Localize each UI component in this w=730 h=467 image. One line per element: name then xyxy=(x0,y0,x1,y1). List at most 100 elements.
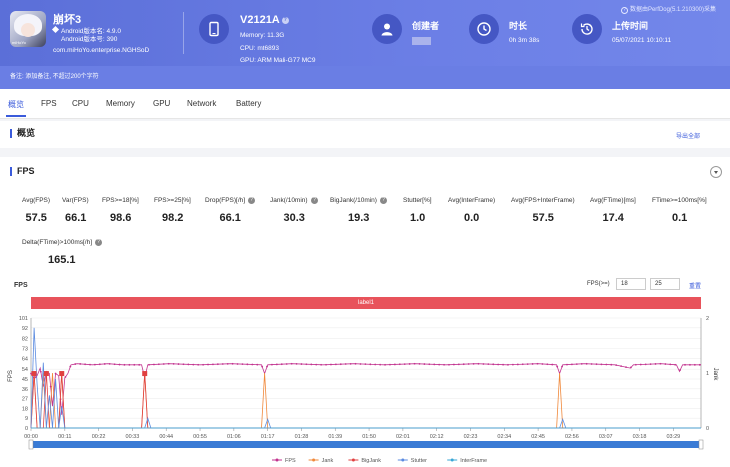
export-all-link[interactable]: 导出全部 xyxy=(675,134,700,140)
fps-point xyxy=(679,369,682,371)
fps-point xyxy=(590,363,593,365)
fps-point xyxy=(472,362,475,365)
fps-point xyxy=(344,363,347,365)
fps-point xyxy=(30,372,32,375)
collapse-icon[interactable] xyxy=(710,166,722,178)
note-bar[interactable]: 备注: 添加备注, 不超过200个字符 xyxy=(0,66,730,89)
stat-value: 0.1 xyxy=(672,212,688,224)
help-icon[interactable]: ? xyxy=(248,197,255,204)
fps-point xyxy=(600,363,603,366)
fps-point xyxy=(98,363,101,366)
legend-label: Jank xyxy=(322,458,334,464)
fps-point xyxy=(521,363,524,366)
fps-point xyxy=(39,370,42,373)
tab-gpu[interactable]: GPU xyxy=(153,99,171,108)
fps-point xyxy=(433,363,436,366)
x-tick-label: 03:07 xyxy=(599,434,613,440)
x-tick-label: 02:01 xyxy=(396,434,410,440)
fps-point xyxy=(113,363,116,366)
y-tick-label: 82 xyxy=(22,337,28,343)
help-icon[interactable]: ? xyxy=(95,239,102,246)
tab-cpu[interactable]: CPU xyxy=(72,99,89,108)
stat-label: Avg(FPS) xyxy=(22,197,51,204)
help-icon[interactable]: ? xyxy=(380,197,387,204)
fps-point xyxy=(659,362,662,365)
fps-point xyxy=(462,363,465,366)
help-icon[interactable]: ? xyxy=(311,197,318,204)
fps-point xyxy=(546,363,549,366)
x-tick-label: 01:06 xyxy=(227,434,241,440)
stat-value: 57.5 xyxy=(25,212,47,224)
fps-point xyxy=(620,365,622,368)
fps-point xyxy=(123,363,126,366)
fps-point xyxy=(221,363,224,365)
fps-point xyxy=(108,362,111,365)
fps-point xyxy=(280,363,283,366)
bigjank-marker xyxy=(31,371,37,377)
fps-point xyxy=(271,363,273,366)
tab-battery[interactable]: Battery xyxy=(236,99,262,108)
fps-point xyxy=(418,362,421,365)
fps-point xyxy=(89,363,91,366)
fps-point xyxy=(693,363,696,366)
fps-point xyxy=(664,363,667,365)
fps-point xyxy=(207,363,209,366)
phone-icon xyxy=(199,14,229,44)
creator-label: 创建者 xyxy=(412,21,440,31)
history-icon xyxy=(572,14,602,44)
fps-point xyxy=(467,363,470,365)
x-tick-label: 02:45 xyxy=(531,434,545,440)
device-help-icon[interactable]: ? xyxy=(281,17,289,24)
y-tick-label: 27 xyxy=(22,397,28,403)
fps-point xyxy=(610,363,613,366)
threshold-input-1[interactable]: 18 xyxy=(616,278,646,290)
fps-point xyxy=(507,363,509,366)
fps-point xyxy=(295,362,298,365)
fps-point xyxy=(305,363,308,366)
tab-network[interactable]: Network xyxy=(187,99,217,108)
fps-point xyxy=(202,363,205,366)
legend-label: InterFrame xyxy=(460,458,487,464)
fps-point xyxy=(551,363,554,366)
fps-point xyxy=(556,365,559,368)
y-right-tick-label: 0 xyxy=(706,426,709,432)
x-tick-label: 02:56 xyxy=(565,434,579,440)
duration-value: 0h 3m 38s xyxy=(509,37,540,44)
fps-point xyxy=(580,362,583,365)
threshold-input-2[interactable]: 25 xyxy=(650,278,680,290)
tab-overview[interactable]: 概览 xyxy=(8,100,24,109)
legend-label: Stutter xyxy=(411,458,427,464)
stat-value: 66.1 xyxy=(219,212,241,224)
fps-point xyxy=(192,363,195,366)
reset-button[interactable]: 重置 xyxy=(689,284,702,290)
legend-label: FPS xyxy=(285,458,296,464)
y-tick-label: 45 xyxy=(22,377,28,383)
fps-point xyxy=(512,363,514,366)
fps-point xyxy=(128,363,131,366)
fps-point xyxy=(443,363,445,366)
legend-label: BigJank xyxy=(361,458,381,464)
app-icon: miHoYo xyxy=(10,11,46,47)
stat-label: Avg(FTime)[ms] xyxy=(590,197,636,204)
x-tick-label: 02:12 xyxy=(430,434,444,440)
x-tick-label: 03:29 xyxy=(666,434,680,440)
fps-point xyxy=(369,363,372,366)
active-tab-indicator xyxy=(6,115,26,117)
fps-point xyxy=(182,363,185,366)
y-tick-label: 36 xyxy=(22,387,28,393)
bigjank-marker xyxy=(142,371,148,377)
tab-fps[interactable]: FPS xyxy=(41,99,57,108)
fps-point xyxy=(177,363,180,365)
stat-value: 66.1 xyxy=(65,212,87,224)
tab-memory[interactable]: Memory xyxy=(106,99,135,108)
fps-point xyxy=(54,372,57,375)
fps-point xyxy=(457,363,460,366)
data-source-note: ? 数据由PerfDog(5.1.210300)采集 xyxy=(620,4,716,14)
label-bar[interactable]: label1 xyxy=(31,297,701,309)
fps-section-title: FPS xyxy=(10,167,35,176)
fps-point xyxy=(684,363,686,366)
y-right-tick-label: 1 xyxy=(706,371,709,377)
fps-point xyxy=(69,365,72,368)
fps-point xyxy=(452,363,455,366)
